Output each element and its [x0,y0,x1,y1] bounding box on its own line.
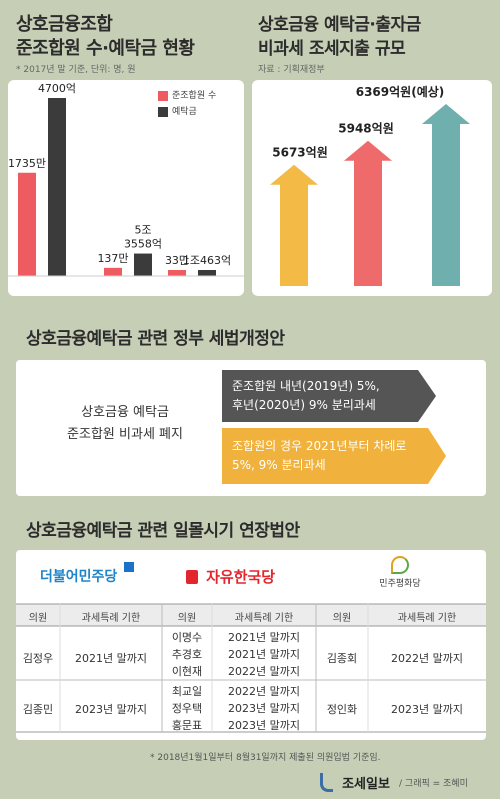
reform-arrow1-line2: 후년(2020년) 9% 분리과세 [232,398,376,412]
data-label: 33만 [165,254,189,267]
value-arrow [270,164,318,286]
reform-arrow2-line1: 조합원의 경우 2021년부터 차례로 [232,439,407,453]
lkp-deadline: 2021년 말까지 [228,631,300,644]
brand-name: 조세일보 [342,777,390,792]
lkp-name: 추경호 [171,648,203,661]
value-arrow [422,104,470,286]
members-bar [104,267,122,276]
pdp-deadline: 2023년 말까지 [391,703,463,716]
data-label: 42조 [45,80,69,81]
credit: / 그래픽 = 조혜미 [399,779,468,789]
pdp-deadline: 2022년 말까지 [391,652,463,665]
bills-heading: 상호금융예탁금 관련 일몰시기 연장법안 [26,521,300,541]
reform-heading: 상호금융예탁금 관련 정부 세법개정안 [26,329,285,349]
members-bar [18,172,36,276]
data-label: 5948억원 [338,122,393,136]
bills-table-grid [16,603,486,733]
col-header: 의원 [177,613,197,624]
party-logo-lkp: 자유한국당 [186,566,275,587]
lkp-deadline: 2023년 말까지 [228,719,300,732]
reform-arrow1-line1: 준조합원 내년(2019년) 5%, [232,379,380,393]
legend-item-deposits: 예탁금 [158,104,216,120]
legend-swatch-red [158,90,168,101]
dp-deadline: 2021년 말까지 [75,652,147,665]
col-header: 과세특례 기한 [81,613,141,624]
legend-item-members: 준조합원 수 [158,88,216,104]
deposit-bar [48,98,66,276]
footer: 조세일보 / 그래픽 = 조혜미 [320,772,468,792]
left-title-2: 준조합원 수·예탁금 현황 [16,38,195,59]
dp-logo-text: 더불어민주당 [40,569,118,585]
data-label: 137만 [97,252,128,265]
pdp-logo-mark [391,556,409,574]
bills-footnote: * 2018년1월1일부터 8월31일까지 제출된 의원입법 기준임. [150,753,381,763]
brand-icon [320,773,333,792]
party-logo-pdp: 민주평화당 [350,556,450,589]
col-header: 과세특례 기한 [397,613,457,624]
left-title-1: 상호금융조합 [16,14,113,35]
pdp-name: 정인화 [326,703,358,716]
right-title-2: 비과세 조세지출 규모 [258,39,406,59]
lkp-name: 정우택 [171,702,203,715]
right-title-1: 상호금융 예탁금·출자금 [258,15,421,35]
lkp-logo-mark [186,569,198,584]
data-label: 5673억원 [272,146,327,160]
legend-label: 준조합원 수 [172,91,217,101]
value-arrow [344,140,392,286]
col-header: 과세특례 기한 [234,613,294,624]
lkp-logo-text: 자유한국당 [206,568,276,586]
dp-name: 김종민 [22,703,54,716]
reform-arrow-orange [222,428,446,484]
lkp-deadline: 2021년 말까지 [228,648,300,661]
reform-left-text: 상호금융 예탁금 준조합원 비과세 폐지 [30,402,220,446]
lkp-deadline: 2022년 말까지 [228,685,300,698]
lkp-name: 최교일 [171,685,203,698]
data-label: 1735만 [8,157,46,170]
reform-arrow1-text: 준조합원 내년(2019년) 5%, 후년(2020년) 9% 분리과세 [232,377,380,415]
dp-name: 김정우 [22,652,54,665]
party-logo-dp: 더불어민주당 [40,562,134,586]
lkp-name: 홍문표 [171,719,203,732]
col-header: 의원 [332,613,352,624]
legend-label: 예탁금 [172,107,197,117]
legend-swatch-dark [158,106,168,117]
bills-panel [16,550,486,740]
reform-arrow-gray-shape [222,370,436,422]
lkp-deadline: 2022년 말까지 [228,665,300,678]
col-header: 의원 [28,613,48,624]
reform-arrow-orange-shape [222,428,446,484]
reform-left-line1: 상호금융 예탁금 [81,405,169,420]
lkp-name: 이현재 [171,665,203,678]
members-bar [168,270,186,276]
deposit-bar [198,270,216,276]
data-label: 3558억 [124,238,162,251]
reform-arrow-gray [222,370,436,422]
legend: 준조합원 수 예탁금 [158,88,216,120]
right-chart-panel: 5673억원 5948억원 6369억원(예상) [252,80,492,296]
reform-left-line2: 준조합원 비과세 폐지 [67,427,183,442]
dp-logo-mark [124,562,134,572]
data-label: 1조463억 [183,254,231,267]
reform-arrow2-line2: 5%, 9% 분리과세 [232,458,326,472]
lkp-name: 이명수 [171,631,203,644]
left-note: * 2017년 말 기준, 단위: 명, 원 [16,65,136,75]
reform-arrow2-text: 조합원의 경우 2021년부터 차례로 5%, 9% 분리과세 [232,437,406,475]
data-label: 5조 [134,224,151,237]
data-label: 6369억원(예상) [356,84,445,99]
deposit-bar [134,253,152,276]
dp-deadline: 2023년 말까지 [75,703,147,716]
right-chart: 5673억원 5948억원 6369억원(예상) [270,84,470,286]
pdp-name: 김종회 [326,652,358,665]
right-source: 자료 : 기획재정부 [258,65,325,75]
lkp-deadline: 2023년 말까지 [228,702,300,715]
pdp-logo-text: 민주평화당 [379,579,421,589]
data-label: 4700억 [38,82,76,95]
